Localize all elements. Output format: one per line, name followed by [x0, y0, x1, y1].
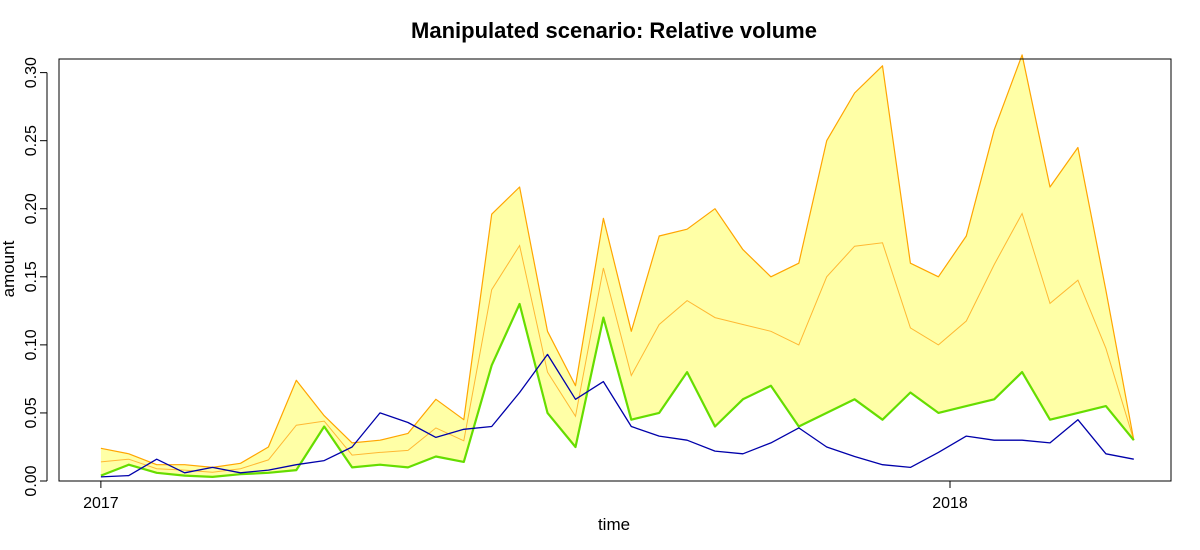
- y-tick-label: 0.05: [23, 397, 40, 428]
- y-tick-label: 0.20: [23, 193, 40, 224]
- median-line: [100, 302, 1135, 478]
- observed-line: [100, 353, 1134, 478]
- chart-title: Manipulated scenario: Relative volume: [411, 18, 817, 43]
- y-axis-label: amount: [0, 240, 18, 297]
- y-tick-label: 0.15: [23, 261, 40, 292]
- y-tick-label: 0.00: [23, 465, 40, 496]
- x-axis: 2017 2018: [83, 480, 968, 512]
- y-axis: 0.00 0.05 0.10 0.15 0.20 0.25 0.30: [23, 57, 48, 497]
- plot-content: [100, 54, 1135, 478]
- y-tick-label: 0.25: [23, 125, 40, 156]
- uncertainty-band: [100, 54, 1134, 477]
- x-axis-label: time: [598, 515, 630, 534]
- y-tick-label: 0.30: [23, 57, 40, 88]
- upper-bound-line: [100, 54, 1135, 468]
- x-tick-label: 2017: [83, 495, 119, 512]
- x-tick-label: 2018: [932, 495, 968, 512]
- quantile-line: [100, 212, 1135, 473]
- y-tick-label: 0.10: [23, 329, 40, 360]
